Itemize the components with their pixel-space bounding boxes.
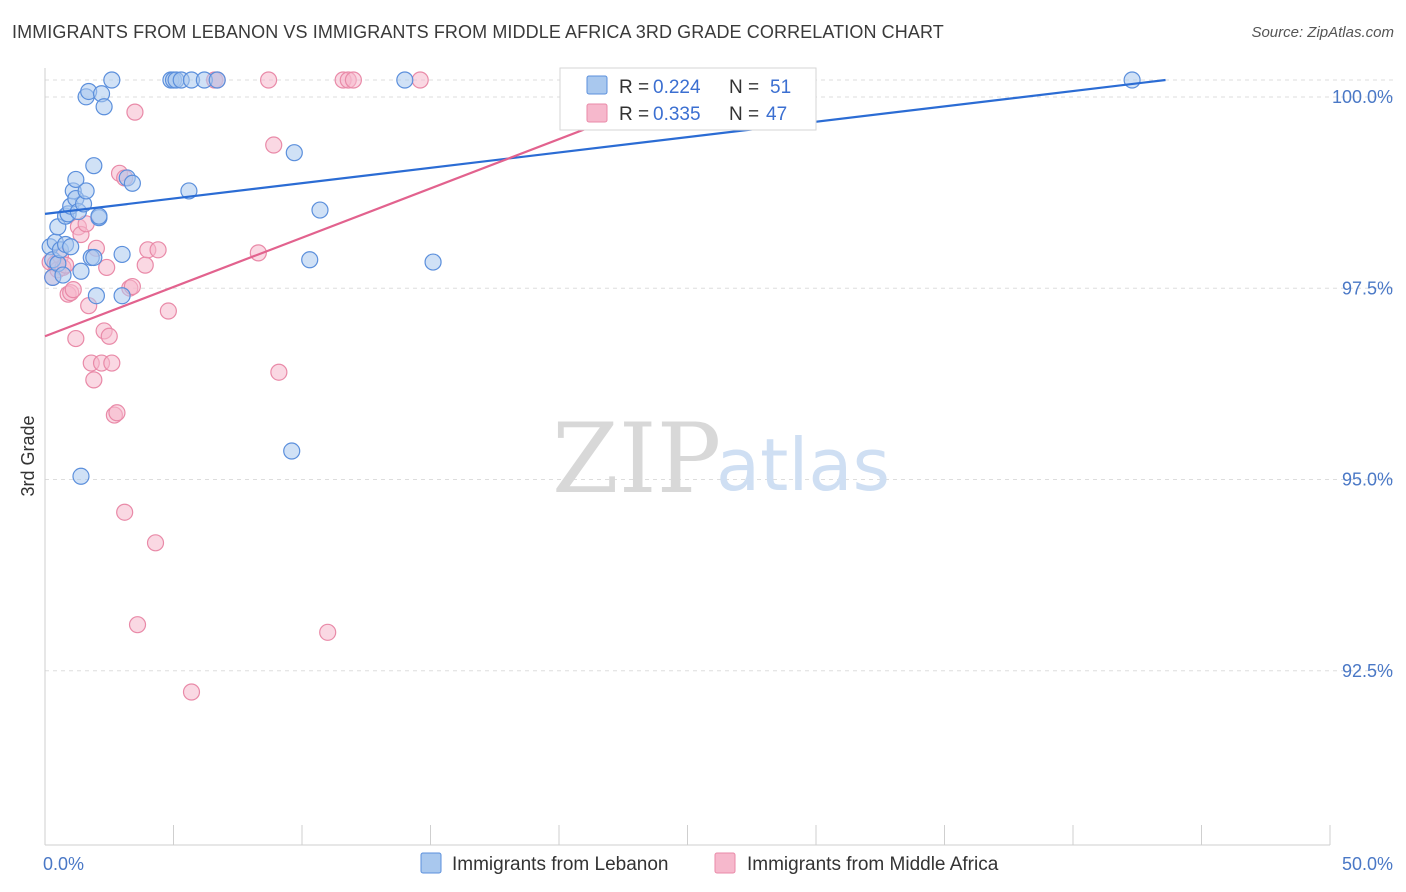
middle-africa-point — [85, 371, 103, 389]
lebanon-point — [85, 248, 103, 267]
bottom-legend-swatch-lebanon — [420, 852, 442, 874]
lebanon-point — [95, 98, 113, 116]
lebanon-point — [301, 251, 319, 269]
grid-lines — [45, 79, 1395, 672]
y-tick-label: 100.0% — [1332, 87, 1393, 107]
legend-n-value-lebanon: 51 — [770, 77, 791, 98]
x-tick-labels: 0.0% 50.0% — [43, 854, 1393, 874]
lebanon-point — [85, 157, 103, 175]
middle-africa-point — [411, 71, 429, 89]
middle-africa-point — [344, 71, 362, 89]
lebanon-point — [311, 201, 329, 219]
y-tick-label: 92.5% — [1342, 661, 1393, 681]
middle-africa-point — [116, 503, 134, 521]
y-tick-labels: 100.0% 97.5% 95.0% 92.5% — [1332, 87, 1393, 681]
watermark: ZIP atlas — [552, 403, 890, 515]
middle-africa-point — [136, 256, 154, 274]
legend-n-label-lebanon: N = — [729, 77, 759, 98]
watermark-atlas: atlas — [716, 423, 890, 507]
lebanon-point — [396, 71, 414, 89]
middle-africa-point — [182, 683, 201, 701]
legend-n-label-middle-africa: N = — [729, 104, 759, 125]
series-legend: Immigrants from Lebanon Immigrants from … — [420, 852, 999, 875]
y-tick-label: 95.0% — [1342, 470, 1393, 490]
lebanon-point — [285, 144, 303, 162]
middle-africa-point — [146, 534, 165, 552]
lebanon-point — [77, 182, 95, 200]
legend-n-value-middle-africa: 47 — [766, 104, 787, 125]
middle-africa-point — [159, 302, 177, 320]
y-tick-label: 97.5% — [1342, 278, 1393, 298]
bottom-legend-label-middle-africa: Immigrants from Middle Africa — [747, 854, 999, 875]
middle-africa-point — [98, 258, 116, 277]
x-tick-label: 0.0% — [43, 854, 84, 874]
lebanon-point — [72, 262, 90, 280]
legend-r-value-lebanon: 0.224 — [653, 77, 701, 98]
lebanon-point — [283, 442, 301, 460]
middle-africa-point — [259, 71, 278, 89]
legend-swatch-lebanon — [586, 75, 608, 95]
middle-africa-point — [128, 616, 147, 634]
axes — [44, 68, 1331, 846]
legend-swatch-middle-africa — [586, 103, 608, 123]
lebanon-point — [113, 245, 131, 264]
legend-r-label-lebanon: R = — [619, 77, 649, 98]
lebanon-point — [62, 238, 80, 256]
bottom-legend-label-lebanon: Immigrants from Lebanon — [452, 854, 669, 875]
lebanon-point — [208, 71, 226, 89]
lebanon-point — [113, 287, 131, 305]
middle-africa-point — [108, 404, 126, 422]
lebanon-point — [87, 287, 106, 305]
bottom-legend-swatch-middle-africa — [714, 852, 736, 874]
middle-africa-point — [126, 103, 144, 121]
x-tick-label: 50.0% — [1342, 854, 1393, 874]
middle-africa-point — [64, 281, 82, 299]
legend-r-value-middle-africa: 0.335 — [653, 104, 701, 125]
lebanon-point — [180, 182, 198, 200]
middle-africa-point — [149, 241, 167, 259]
lebanon-point — [90, 207, 108, 225]
chart-title: IMMIGRANTS FROM LEBANON VS IMMIGRANTS FR… — [12, 22, 944, 42]
stats-legend: R = 0.224 N = 51 R = 0.335 N = 47 — [559, 67, 817, 131]
middle-africa-point — [270, 363, 288, 381]
middle-africa-point — [67, 329, 85, 348]
trendline-lebanon — [44, 78, 1166, 215]
y-axis-label: 3rd Grade — [18, 415, 38, 496]
lebanon-point — [72, 467, 90, 485]
watermark-zip: ZIP — [552, 403, 721, 515]
lebanon-point — [103, 71, 121, 89]
middle-africa-point — [265, 136, 283, 154]
series-lebanon — [41, 71, 1141, 485]
lebanon-point — [54, 266, 72, 284]
lebanon-point — [123, 174, 141, 192]
lebanon-point — [67, 170, 85, 189]
legend-r-label-middle-africa: R = — [619, 104, 649, 125]
middle-africa-point — [100, 327, 118, 345]
middle-africa-point — [103, 354, 121, 372]
middle-africa-point — [319, 623, 337, 641]
lebanon-point — [424, 253, 442, 271]
source-note: Source: ZipAtlas.com — [1251, 24, 1394, 41]
